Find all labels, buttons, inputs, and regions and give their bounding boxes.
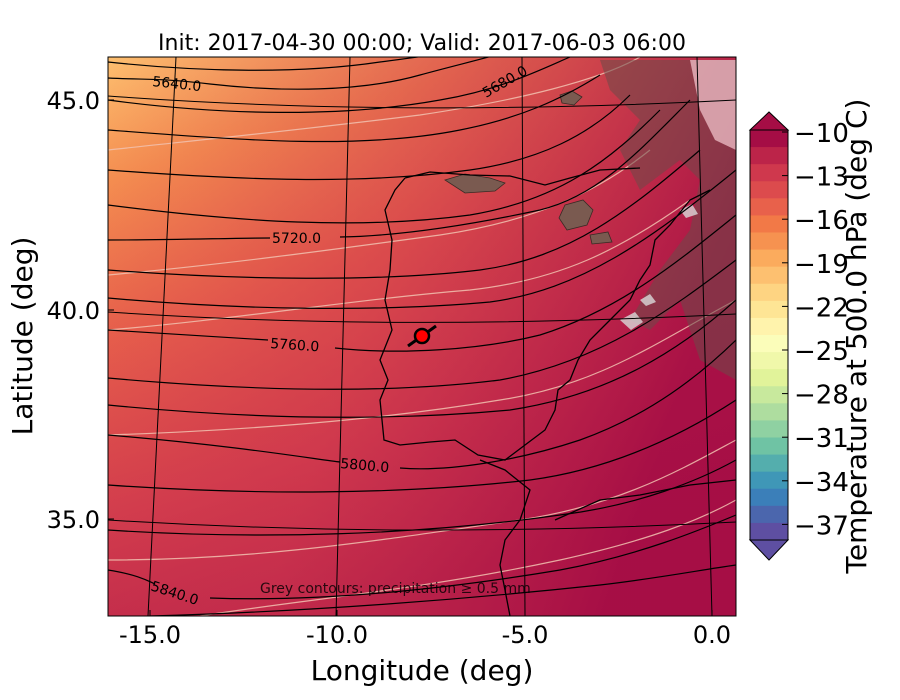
colorbar-segment — [750, 335, 788, 353]
x-axis-label: Longitude (deg) — [311, 654, 534, 687]
colorbar-segment — [750, 181, 788, 199]
colorbar-segment — [750, 266, 788, 285]
colorbar-segment — [750, 437, 788, 456]
x-tick-label: -15.0 — [119, 621, 181, 649]
colorbar-segment — [750, 522, 788, 541]
x-tick-label: -5.0 — [502, 621, 549, 649]
colorbar-tick-label: −19 — [794, 250, 849, 280]
colorbar-segment — [750, 215, 788, 233]
colorbar-segments — [750, 130, 788, 541]
contour-label-5640: 5640.0 — [152, 74, 202, 95]
colorbar: −10 −13 −16 −19 −22 −25 −28 −31 −34 −37 Temperatu… — [748, 99, 873, 575]
colorbar-tick-label: −10 — [794, 119, 849, 149]
colorbar-segment — [750, 198, 788, 216]
location-marker — [407, 324, 437, 348]
y-tick-label: 45.0 — [47, 87, 100, 115]
colorbar-segment — [750, 403, 788, 421]
colorbar-segment — [750, 232, 788, 251]
colorbar-tick-label: −22 — [794, 293, 849, 323]
colorbar-ticks: −10 −13 −16 −19 −22 −25 −28 −31 −34 −37 — [782, 119, 849, 541]
colorbar-segment — [750, 249, 788, 268]
colorbar-tick-label: −13 — [794, 163, 849, 193]
graticule — [108, 57, 736, 616]
map-panel: 5640.0 5680.0 5720.0 5760.0 5800.0 5840.… — [108, 57, 736, 616]
colorbar-tick-label: −34 — [794, 468, 849, 498]
colorbar-segment — [750, 505, 788, 524]
contour-label-5760: 5760.0 — [270, 336, 320, 355]
colorbar-segment — [750, 317, 788, 336]
x-tick-label: -10.0 — [306, 621, 368, 649]
colorbar-label: Temperature at 500.0 hPa (deg C) — [840, 99, 873, 575]
colorbar-segment — [750, 164, 788, 182]
colorbar-segment — [750, 300, 788, 319]
colorbar-segment — [750, 130, 788, 148]
plot-title: Init: 2017-04-30 00:00; Valid: 2017-06-0… — [158, 31, 686, 56]
colorbar-segment — [750, 369, 788, 387]
height-contours — [108, 57, 736, 616]
colorbar-segment — [750, 283, 788, 302]
colorbar-segment — [750, 488, 788, 507]
map-frame — [107, 56, 737, 617]
colorbar-extend-top — [748, 111, 790, 131]
colorbar-tick-label: −16 — [794, 206, 849, 236]
colorbar-tick-label: −28 — [794, 381, 849, 411]
colorbar-segment — [750, 386, 788, 404]
colorbar-tick-label: −25 — [794, 337, 849, 367]
colorbar-segment — [750, 454, 788, 473]
x-tick-label: 0.0 — [693, 621, 731, 649]
y-axis-label: Latitude (deg) — [6, 237, 39, 436]
temperature-contours — [108, 57, 736, 616]
colorbar-segment — [750, 352, 788, 370]
y-tick-label: 35.0 — [47, 506, 100, 534]
y-tick-label: 40.0 — [47, 297, 100, 325]
precip-note: Grey contours: precipitation ≥ 0.5 mm — [260, 581, 531, 597]
marker-dot — [413, 327, 431, 345]
colorbar-tick-label: −37 — [794, 511, 849, 541]
x-axis: -15.0 -10.0 -5.0 0.0 Longitude (deg) — [119, 610, 731, 687]
colorbar-segment — [750, 147, 788, 165]
contour-label-5720: 5720.0 — [272, 231, 321, 247]
colorbar-frame — [749, 129, 789, 541]
colorbar-segment — [750, 471, 788, 490]
colorbar-extend-bottom — [748, 539, 790, 561]
precipitation-mountains — [600, 60, 736, 380]
contour-label-5800: 5800.0 — [340, 456, 390, 476]
colorbar-tick-label: −31 — [794, 424, 849, 454]
colorbar-segment — [750, 420, 788, 438]
y-axis: 45.0 40.0 35.0 Latitude (deg) — [6, 87, 114, 534]
